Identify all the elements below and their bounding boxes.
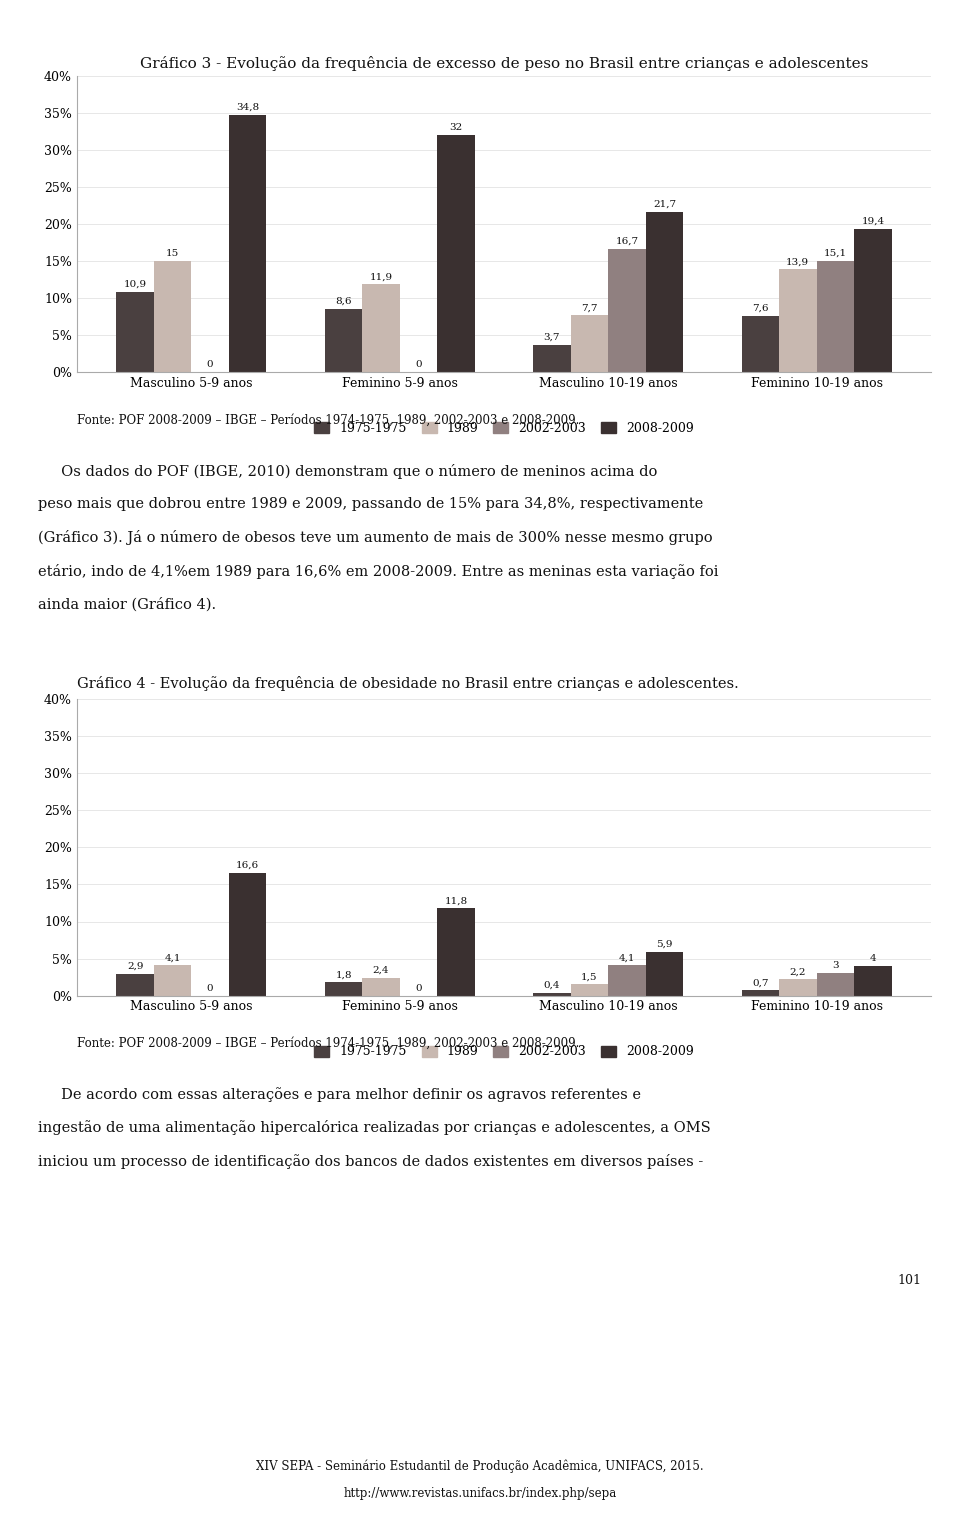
- Text: etário, indo de 4,1%em 1989 para 16,6% em 2008-2009. Entre as meninas esta varia: etário, indo de 4,1%em 1989 para 16,6% e…: [38, 564, 719, 579]
- Bar: [154, 261, 191, 372]
- Text: Gráfico 4 - Evolução da frequência de obesidade no Brasil entre crianças e adole: Gráfico 4 - Evolução da frequência de ob…: [77, 676, 738, 692]
- Bar: [324, 982, 362, 996]
- Text: 0,4: 0,4: [543, 980, 561, 990]
- Legend: 1975-1975, 1989, 2002-2003, 2008-2009: 1975-1975, 1989, 2002-2003, 2008-2009: [309, 1040, 699, 1064]
- Bar: [570, 315, 609, 372]
- Bar: [741, 316, 780, 372]
- Text: 101: 101: [898, 1274, 922, 1287]
- Text: Fonte: POF 2008-2009 – IBGE – Períodos 1974-1975, 1989, 2002-2003 e 2008-2009.: Fonte: POF 2008-2009 – IBGE – Períodos 1…: [77, 413, 579, 427]
- Text: 7,7: 7,7: [581, 304, 598, 313]
- Text: 4,1: 4,1: [618, 953, 636, 962]
- Text: 2,2: 2,2: [789, 967, 806, 976]
- Bar: [741, 991, 780, 996]
- Text: 21,7: 21,7: [653, 199, 676, 208]
- Title: Gráfico 3 - Evolução da frequência de excesso de peso no Brasil entre crianças e: Gráfico 3 - Evolução da frequência de ex…: [140, 56, 868, 70]
- Text: 3,7: 3,7: [543, 333, 561, 342]
- Text: ainda maior (Gráfico 4).: ainda maior (Gráfico 4).: [38, 597, 217, 611]
- Text: 15,1: 15,1: [824, 249, 847, 257]
- Bar: [817, 260, 854, 372]
- Text: 11,8: 11,8: [444, 897, 468, 906]
- Text: (Gráfico 3). Já o número de obesos teve um aumento de mais de 300% nesse mesmo g: (Gráfico 3). Já o número de obesos teve …: [38, 530, 713, 546]
- Text: 2,4: 2,4: [372, 965, 390, 974]
- Text: 34,8: 34,8: [236, 102, 259, 111]
- Bar: [228, 114, 267, 372]
- Text: 7,6: 7,6: [752, 304, 769, 313]
- Text: XIV SEPA - Seminário Estudantil de Produção Acadêmica, UNIFACS, 2015.: XIV SEPA - Seminário Estudantil de Produ…: [256, 1459, 704, 1473]
- Bar: [609, 249, 646, 372]
- Text: 19,4: 19,4: [861, 217, 884, 225]
- Bar: [533, 345, 570, 372]
- Text: 13,9: 13,9: [786, 257, 809, 266]
- Text: peso mais que dobrou entre 1989 e 2009, passando de 15% para 34,8%, respectivame: peso mais que dobrou entre 1989 e 2009, …: [38, 497, 704, 511]
- Bar: [854, 228, 892, 372]
- Text: 8,6: 8,6: [335, 296, 351, 306]
- Bar: [570, 985, 609, 996]
- Text: 0,7: 0,7: [752, 979, 769, 988]
- Text: 0: 0: [206, 983, 213, 993]
- Text: 2,9: 2,9: [127, 962, 143, 971]
- Text: 0: 0: [206, 360, 213, 369]
- Text: 1,5: 1,5: [581, 973, 598, 982]
- Bar: [646, 211, 684, 372]
- Text: http://www.revistas.unifacs.br/index.php/sepa: http://www.revistas.unifacs.br/index.php…: [344, 1487, 616, 1500]
- Bar: [438, 135, 475, 372]
- Bar: [817, 973, 854, 996]
- Bar: [116, 292, 154, 372]
- Text: 4: 4: [870, 955, 876, 964]
- Text: ingestão de uma alimentação hipercalórica realizadas por crianças e adolescentes: ingestão de uma alimentação hipercalóric…: [38, 1120, 711, 1135]
- Text: 1,8: 1,8: [335, 970, 351, 979]
- Text: 5,9: 5,9: [657, 939, 673, 948]
- Bar: [324, 309, 362, 372]
- Text: 11,9: 11,9: [370, 272, 393, 281]
- Legend: 1975-1975, 1989, 2002-2003, 2008-2009: 1975-1975, 1989, 2002-2003, 2008-2009: [309, 416, 699, 441]
- Text: 32: 32: [449, 123, 463, 132]
- Bar: [362, 284, 399, 372]
- Text: 16,7: 16,7: [615, 237, 638, 246]
- Bar: [780, 269, 817, 372]
- Bar: [228, 872, 267, 996]
- Bar: [438, 907, 475, 996]
- Bar: [609, 965, 646, 996]
- Text: 0: 0: [416, 360, 421, 369]
- Text: 16,6: 16,6: [236, 860, 259, 869]
- Bar: [646, 952, 684, 996]
- Text: Fonte: POF 2008-2009 – IBGE – Períodos 1974-1975, 1989, 2002-2003 e 2008-2009.: Fonte: POF 2008-2009 – IBGE – Períodos 1…: [77, 1037, 579, 1050]
- Text: 4,1: 4,1: [164, 953, 180, 962]
- Text: 3: 3: [832, 962, 839, 970]
- Text: 15: 15: [166, 249, 180, 258]
- Text: Os dados do POF (IBGE, 2010) demonstram que o número de meninos acima do: Os dados do POF (IBGE, 2010) demonstram …: [38, 464, 658, 479]
- Bar: [116, 974, 154, 996]
- Text: De acordo com essas alterações e para melhor definir os agravos referentes e: De acordo com essas alterações e para me…: [38, 1087, 641, 1102]
- Text: 0: 0: [416, 983, 421, 993]
- Text: iniciou um processo de identificação dos bancos de dados existentes em diversos : iniciou um processo de identificação dos…: [38, 1154, 704, 1169]
- Bar: [362, 977, 399, 996]
- Bar: [780, 979, 817, 996]
- Bar: [854, 967, 892, 996]
- Bar: [533, 993, 570, 996]
- Text: 10,9: 10,9: [124, 280, 147, 289]
- Bar: [154, 965, 191, 996]
